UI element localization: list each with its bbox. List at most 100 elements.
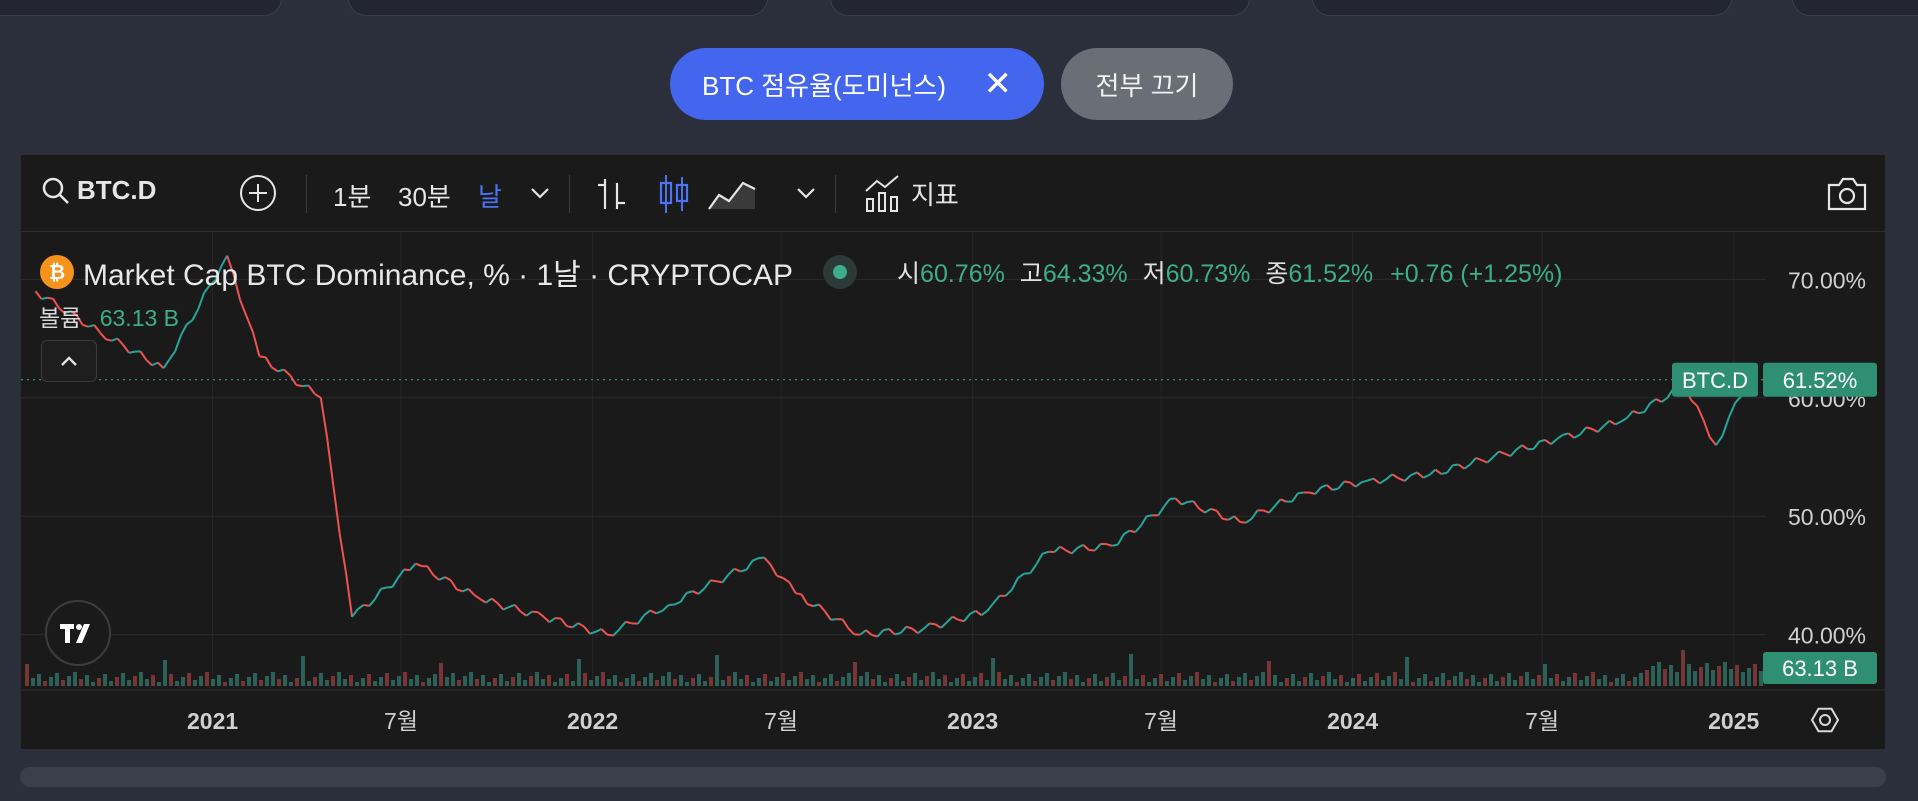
top-card-5[interactable] (1792, 0, 1918, 16)
top-card-2[interactable] (348, 0, 768, 16)
volume-bar (373, 681, 377, 686)
interval-1m[interactable]: 1분 (333, 177, 371, 214)
volume-bar (31, 678, 35, 686)
add-symbol-icon[interactable] (238, 173, 278, 213)
volume-bar (1711, 670, 1715, 686)
volume-bar (1645, 670, 1649, 686)
close-icon[interactable]: ✕ (984, 67, 1013, 101)
volume-bar (1435, 677, 1439, 686)
volume-bar (97, 678, 101, 686)
volume-bar (1015, 682, 1019, 686)
price-segment (669, 604, 675, 605)
top-card-3[interactable] (830, 0, 1250, 16)
volume-bar (1381, 680, 1385, 686)
volume-bar (853, 662, 857, 686)
y-tick-label: 50.00% (1788, 504, 1866, 530)
tradingview-logo[interactable] (45, 600, 111, 666)
turn-off-all-button[interactable]: 전부 끄기 (1061, 48, 1233, 120)
price-segment (555, 618, 561, 619)
open-label: 시 (897, 260, 920, 288)
camera-icon[interactable] (1825, 173, 1869, 213)
volume-bar (937, 679, 941, 686)
volume-bar (397, 676, 401, 686)
volume-tag: 63.13 B (1782, 656, 1858, 681)
volume-bar (1345, 682, 1349, 686)
visibility-toggle[interactable] (823, 255, 857, 289)
bottom-card (0, 781, 1918, 801)
bar-chart-icon[interactable] (595, 175, 629, 213)
volume-bar (685, 682, 689, 686)
volume-bar (1525, 672, 1529, 686)
price-segment (607, 635, 613, 636)
volume-bar (769, 681, 773, 686)
volume-bar (553, 682, 557, 686)
volume-bar (217, 675, 221, 686)
interval-day[interactable]: 날 (478, 177, 502, 214)
ohlc-values: 시60.76% 고64.33% 저60.73% 종61.52% +0.76 (+… (897, 254, 1562, 290)
volume-bar (1447, 680, 1451, 686)
volume-bar (391, 680, 395, 686)
collapse-legend-button[interactable] (41, 340, 97, 382)
volume-bar (193, 680, 197, 686)
volume-bar (1249, 680, 1253, 686)
volume-bar (1507, 673, 1511, 686)
top-card-1[interactable] (0, 0, 282, 16)
volume-bar (283, 675, 287, 686)
symbol-search[interactable]: BTC.D (41, 175, 156, 206)
volume-bar (793, 676, 797, 686)
chevron-down-icon[interactable] (795, 185, 817, 201)
volume-bar (475, 679, 479, 686)
volume-bar (421, 682, 425, 686)
volume-bar (1033, 681, 1037, 686)
price-segment (717, 581, 723, 582)
volume-bar (865, 672, 869, 686)
volume-bar (205, 672, 209, 686)
chevron-down-icon[interactable] (529, 185, 551, 201)
volume-bar (1123, 676, 1127, 686)
volume-bar (109, 681, 113, 686)
volume-bar (1441, 673, 1445, 686)
indicators-button[interactable]: 지표 (863, 173, 959, 213)
volume-bar (583, 673, 587, 686)
volume-bar (1477, 682, 1481, 686)
volume-bar (331, 676, 335, 686)
btc-dominance-chip[interactable]: BTC 점유율(도미넌스) ✕ (670, 48, 1044, 120)
legend-title: Market Cap BTC Dominance, % · 1날 · CRYPT… (83, 250, 793, 294)
volume-bar (637, 681, 641, 686)
volume-bar (157, 682, 161, 686)
volume-bar (889, 678, 893, 686)
volume-bar (1255, 676, 1259, 686)
volume-bar (565, 674, 569, 686)
volume-bar (499, 674, 503, 686)
area-chart-icon[interactable] (707, 175, 757, 211)
volume-bar (319, 673, 323, 686)
volume-bar (1627, 681, 1631, 686)
volume-bar (1555, 674, 1559, 686)
chart-background (21, 232, 1886, 750)
volume-bar (529, 676, 533, 686)
volume-bar (1615, 678, 1619, 686)
interval-30m[interactable]: 30분 (398, 177, 451, 214)
volume-bar (1159, 674, 1163, 686)
volume-bar (1717, 666, 1721, 686)
volume-bar (541, 679, 545, 686)
volume-bar (1213, 682, 1217, 686)
x-tick-label: 2023 (947, 708, 998, 734)
volume-bar (1351, 678, 1355, 686)
volume-bar (715, 655, 719, 686)
candles-icon[interactable] (657, 173, 691, 215)
volume-bar (649, 673, 653, 686)
x-tick-label: 2024 (1327, 708, 1378, 734)
volume-bar (61, 680, 65, 686)
volume-bar (961, 674, 965, 686)
volume-bar (1225, 674, 1229, 686)
volume-bar (601, 672, 605, 686)
volume-bar (625, 678, 629, 686)
volume-bar (949, 682, 953, 686)
top-card-4[interactable] (1312, 0, 1732, 16)
x-tick-label: 7월 (1525, 708, 1559, 734)
volume-bar (1153, 678, 1157, 686)
volume-bar (781, 673, 785, 686)
price-segment (1344, 482, 1350, 483)
